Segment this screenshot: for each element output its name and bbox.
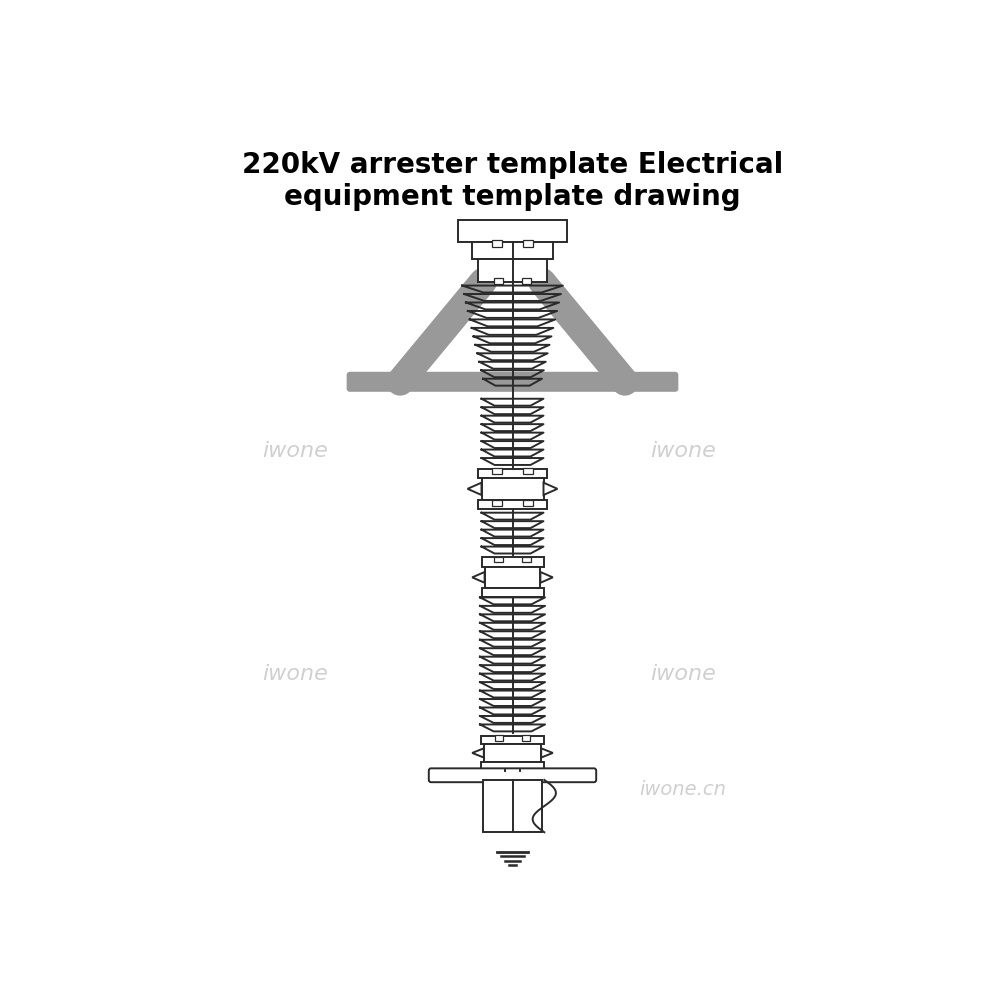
- Bar: [482, 478, 544, 500]
- Bar: [478, 259, 547, 282]
- Text: iwone: iwone: [263, 664, 328, 684]
- Bar: [481, 736, 544, 744]
- Bar: [482, 588, 544, 597]
- Bar: [478, 500, 547, 509]
- Polygon shape: [472, 748, 484, 758]
- Polygon shape: [472, 572, 485, 583]
- Bar: [492, 468, 502, 474]
- Bar: [495, 735, 503, 741]
- Bar: [522, 557, 531, 562]
- Text: iwone: iwone: [650, 441, 716, 461]
- Text: iwone.cn: iwone.cn: [640, 780, 726, 799]
- Polygon shape: [540, 572, 553, 583]
- Text: iwone: iwone: [650, 664, 716, 684]
- Bar: [523, 240, 533, 247]
- Bar: [492, 240, 502, 247]
- Bar: [523, 468, 533, 474]
- FancyBboxPatch shape: [429, 768, 596, 782]
- Bar: [482, 557, 544, 567]
- Text: iwone: iwone: [263, 441, 328, 461]
- Bar: [522, 735, 530, 741]
- Polygon shape: [544, 483, 557, 495]
- Bar: [481, 762, 544, 770]
- FancyBboxPatch shape: [347, 372, 678, 392]
- Bar: [472, 242, 553, 259]
- Bar: [494, 557, 503, 562]
- Text: 220kV arrester template Electrical
equipment template drawing: 220kV arrester template Electrical equip…: [242, 151, 783, 211]
- Bar: [483, 780, 542, 832]
- Bar: [522, 278, 531, 284]
- Polygon shape: [541, 748, 553, 758]
- Bar: [494, 278, 503, 284]
- Bar: [523, 500, 533, 506]
- Polygon shape: [468, 483, 482, 495]
- Bar: [458, 220, 567, 242]
- Bar: [484, 744, 541, 762]
- Bar: [478, 469, 547, 478]
- Bar: [492, 500, 502, 506]
- Bar: [485, 567, 540, 588]
